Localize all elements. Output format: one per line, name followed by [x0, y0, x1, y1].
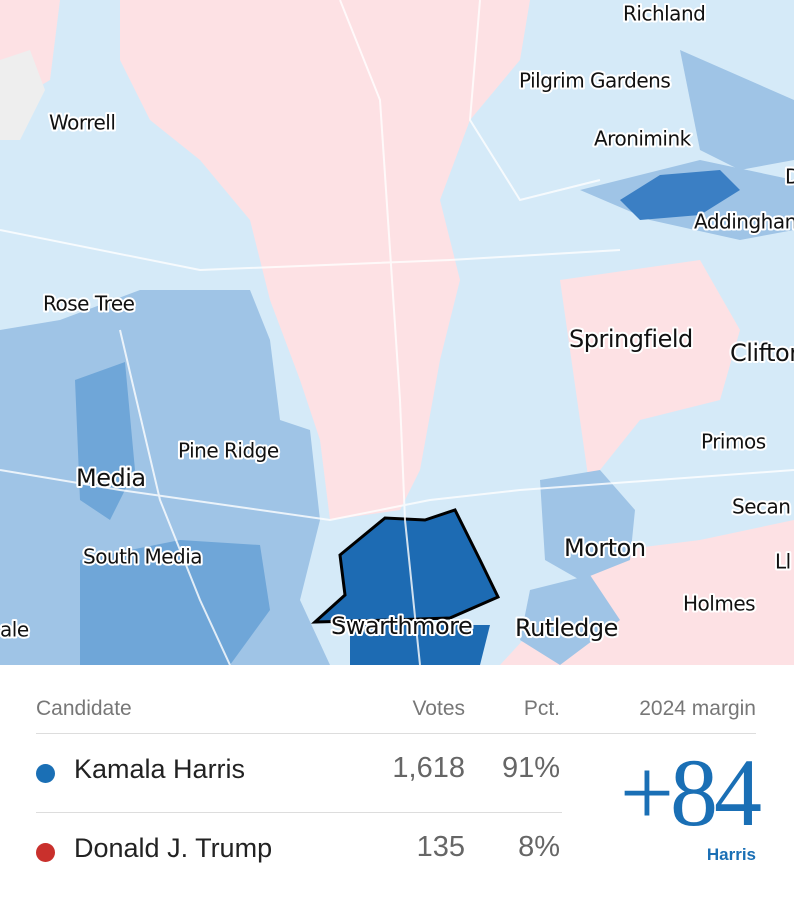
place-label: Primos	[701, 430, 766, 454]
percent: 91%	[501, 752, 560, 784]
divider	[36, 733, 756, 734]
candidate-name: Donald J. Trump	[74, 833, 273, 863]
place-label: Worrell	[49, 111, 115, 135]
column-header: Pct.	[523, 697, 560, 720]
map: Richland Pilgrim Gardens Worrell Aronimi…	[0, 0, 794, 665]
place-label: Pine Ridge	[178, 439, 279, 463]
column-header: Votes	[412, 697, 465, 720]
candidate-name: Kamala Harris	[74, 754, 246, 784]
place-label: Aronimink	[594, 127, 692, 151]
results-panel: Candidate Votes Pct. 2024 margin Kamala …	[0, 665, 794, 899]
party-dot	[36, 764, 55, 783]
place-label: South Media	[83, 545, 202, 569]
place-label: D	[785, 165, 794, 189]
place-label: Rose Tree	[43, 292, 135, 316]
place-label: Rutledge	[515, 614, 618, 642]
place-label: Clifton	[730, 339, 794, 367]
place-label: Swarthmore	[331, 612, 472, 640]
place-label: Springfield	[569, 325, 693, 353]
place-label: Media	[76, 464, 146, 492]
votes: 135	[416, 831, 465, 863]
place-label: Pilgrim Gardens	[519, 69, 670, 93]
divider	[36, 812, 562, 813]
place-label: Addinghan	[694, 210, 794, 234]
votes: 1,618	[392, 752, 465, 784]
place-label: Morton	[564, 534, 646, 562]
place-label: ale	[0, 618, 29, 642]
column-header: Candidate	[36, 697, 132, 720]
party-dot	[36, 843, 55, 862]
margin-winner: Harris	[706, 845, 756, 864]
place-label: Holmes	[683, 592, 755, 616]
place-label: Secan	[732, 495, 790, 519]
margin-value: +84	[619, 739, 762, 846]
place-label: Richland	[623, 2, 705, 26]
percent: 8%	[518, 831, 560, 863]
column-header: 2024 margin	[639, 697, 756, 720]
place-label: Ll	[775, 550, 791, 574]
